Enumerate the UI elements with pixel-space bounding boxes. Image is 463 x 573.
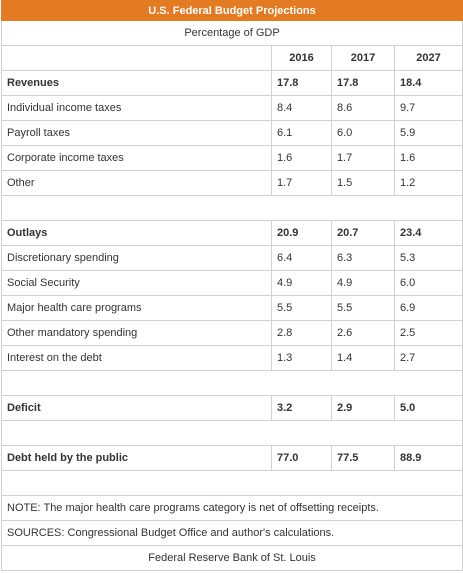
note-row: NOTE: The major health care programs cat… xyxy=(0,495,463,521)
value-cell: 6.9 xyxy=(393,295,463,321)
row-label: Other mandatory spending xyxy=(1,320,272,346)
spacer xyxy=(0,470,463,496)
data-row: Other 1.7 1.5 1.2 xyxy=(1,170,463,196)
row-label: Deficit xyxy=(1,395,272,421)
value-cell: 5.9 xyxy=(393,120,463,146)
spacer xyxy=(0,420,463,446)
value-cell: 6.4 xyxy=(271,245,332,271)
data-row: Revenues 17.8 17.8 18.4 xyxy=(1,70,463,96)
value-cell: 17.8 xyxy=(331,70,395,96)
row-label: Major health care programs xyxy=(1,295,272,321)
value-cell: 8.6 xyxy=(331,95,395,121)
column-header: 2027 xyxy=(393,45,463,71)
value-cell: 1.6 xyxy=(271,145,332,171)
table-subtitle: Percentage of GDP xyxy=(0,20,463,46)
value-cell: 5.5 xyxy=(271,295,332,321)
data-row: Discretionary spending 6.4 6.3 5.3 xyxy=(1,245,463,271)
value-cell: 1.2 xyxy=(393,170,463,196)
spacer-row xyxy=(0,470,463,496)
data-row: Major health care programs 5.5 5.5 6.9 xyxy=(1,295,463,321)
note: SOURCES: Congressional Budget Office and… xyxy=(0,520,463,546)
row-label: Discretionary spending xyxy=(1,245,272,271)
value-cell: 1.6 xyxy=(393,145,463,171)
spacer xyxy=(0,195,463,221)
value-cell: 88.9 xyxy=(393,445,463,471)
spacer-row xyxy=(0,420,463,446)
value-cell: 2.6 xyxy=(331,320,395,346)
value-cell: 20.9 xyxy=(271,220,332,246)
value-cell: 2.8 xyxy=(271,320,332,346)
subtitle-row: Percentage of GDP xyxy=(0,20,463,46)
value-cell: 8.4 xyxy=(271,95,332,121)
value-cell: 6.1 xyxy=(271,120,332,146)
title-row: U.S. Federal Budget Projections xyxy=(0,0,463,21)
value-cell: 6.0 xyxy=(393,270,463,296)
value-cell: 9.7 xyxy=(393,95,463,121)
row-label: Payroll taxes xyxy=(1,120,272,146)
value-cell: 5.0 xyxy=(393,395,463,421)
value-cell: 5.5 xyxy=(331,295,395,321)
spacer-row xyxy=(0,370,463,396)
value-cell: 1.5 xyxy=(331,170,395,196)
value-cell: 6.3 xyxy=(331,245,395,271)
spacer-row xyxy=(0,195,463,221)
note: NOTE: The major health care programs cat… xyxy=(0,495,463,521)
data-row: Debt held by the public 77.0 77.5 88.9 xyxy=(1,445,463,471)
value-cell: 77.5 xyxy=(331,445,395,471)
spacer xyxy=(0,370,463,396)
value-cell: 3.2 xyxy=(271,395,332,421)
row-label: Outlays xyxy=(1,220,272,246)
column-header: 2016 xyxy=(271,45,332,71)
footer: Federal Reserve Bank of St. Louis xyxy=(0,545,463,571)
value-cell: 2.5 xyxy=(393,320,463,346)
data-row: Corporate income taxes 1.6 1.7 1.6 xyxy=(1,145,463,171)
value-cell: 2.9 xyxy=(331,395,395,421)
row-label: Interest on the debt xyxy=(1,345,272,371)
value-cell: 1.7 xyxy=(331,145,395,171)
data-row: Deficit 3.2 2.9 5.0 xyxy=(1,395,463,421)
value-cell: 1.7 xyxy=(271,170,332,196)
value-cell: 20.7 xyxy=(331,220,395,246)
value-cell: 77.0 xyxy=(271,445,332,471)
column-header: 2017 xyxy=(331,45,395,71)
note-row: SOURCES: Congressional Budget Office and… xyxy=(0,520,463,546)
value-cell: 23.4 xyxy=(393,220,463,246)
row-label: Social Security xyxy=(1,270,272,296)
data-row: Other mandatory spending 2.8 2.6 2.5 xyxy=(1,320,463,346)
data-row: Payroll taxes 6.1 6.0 5.9 xyxy=(1,120,463,146)
row-label: Revenues xyxy=(1,70,272,96)
footer-row: Federal Reserve Bank of St. Louis xyxy=(0,545,463,571)
row-label: Corporate income taxes xyxy=(1,145,272,171)
value-cell: 2.7 xyxy=(393,345,463,371)
row-label: Other xyxy=(1,170,272,196)
header-row: 2016 2017 2027 xyxy=(1,45,463,71)
value-cell: 1.4 xyxy=(331,345,395,371)
value-cell: 4.9 xyxy=(331,270,395,296)
data-row: Outlays 20.9 20.7 23.4 xyxy=(1,220,463,246)
data-row: Individual income taxes 8.4 8.6 9.7 xyxy=(1,95,463,121)
value-cell: 6.0 xyxy=(331,120,395,146)
value-cell: 4.9 xyxy=(271,270,332,296)
value-cell: 1.3 xyxy=(271,345,332,371)
data-row: Interest on the debt 1.3 1.4 2.7 xyxy=(1,345,463,371)
value-cell: 17.8 xyxy=(271,70,332,96)
table-title: U.S. Federal Budget Projections xyxy=(0,0,463,21)
row-label: Individual income taxes xyxy=(1,95,272,121)
value-cell: 5.3 xyxy=(393,245,463,271)
data-row: Social Security 4.9 4.9 6.0 xyxy=(1,270,463,296)
row-label: Debt held by the public xyxy=(1,445,272,471)
value-cell: 18.4 xyxy=(393,70,463,96)
header-blank xyxy=(1,45,272,71)
